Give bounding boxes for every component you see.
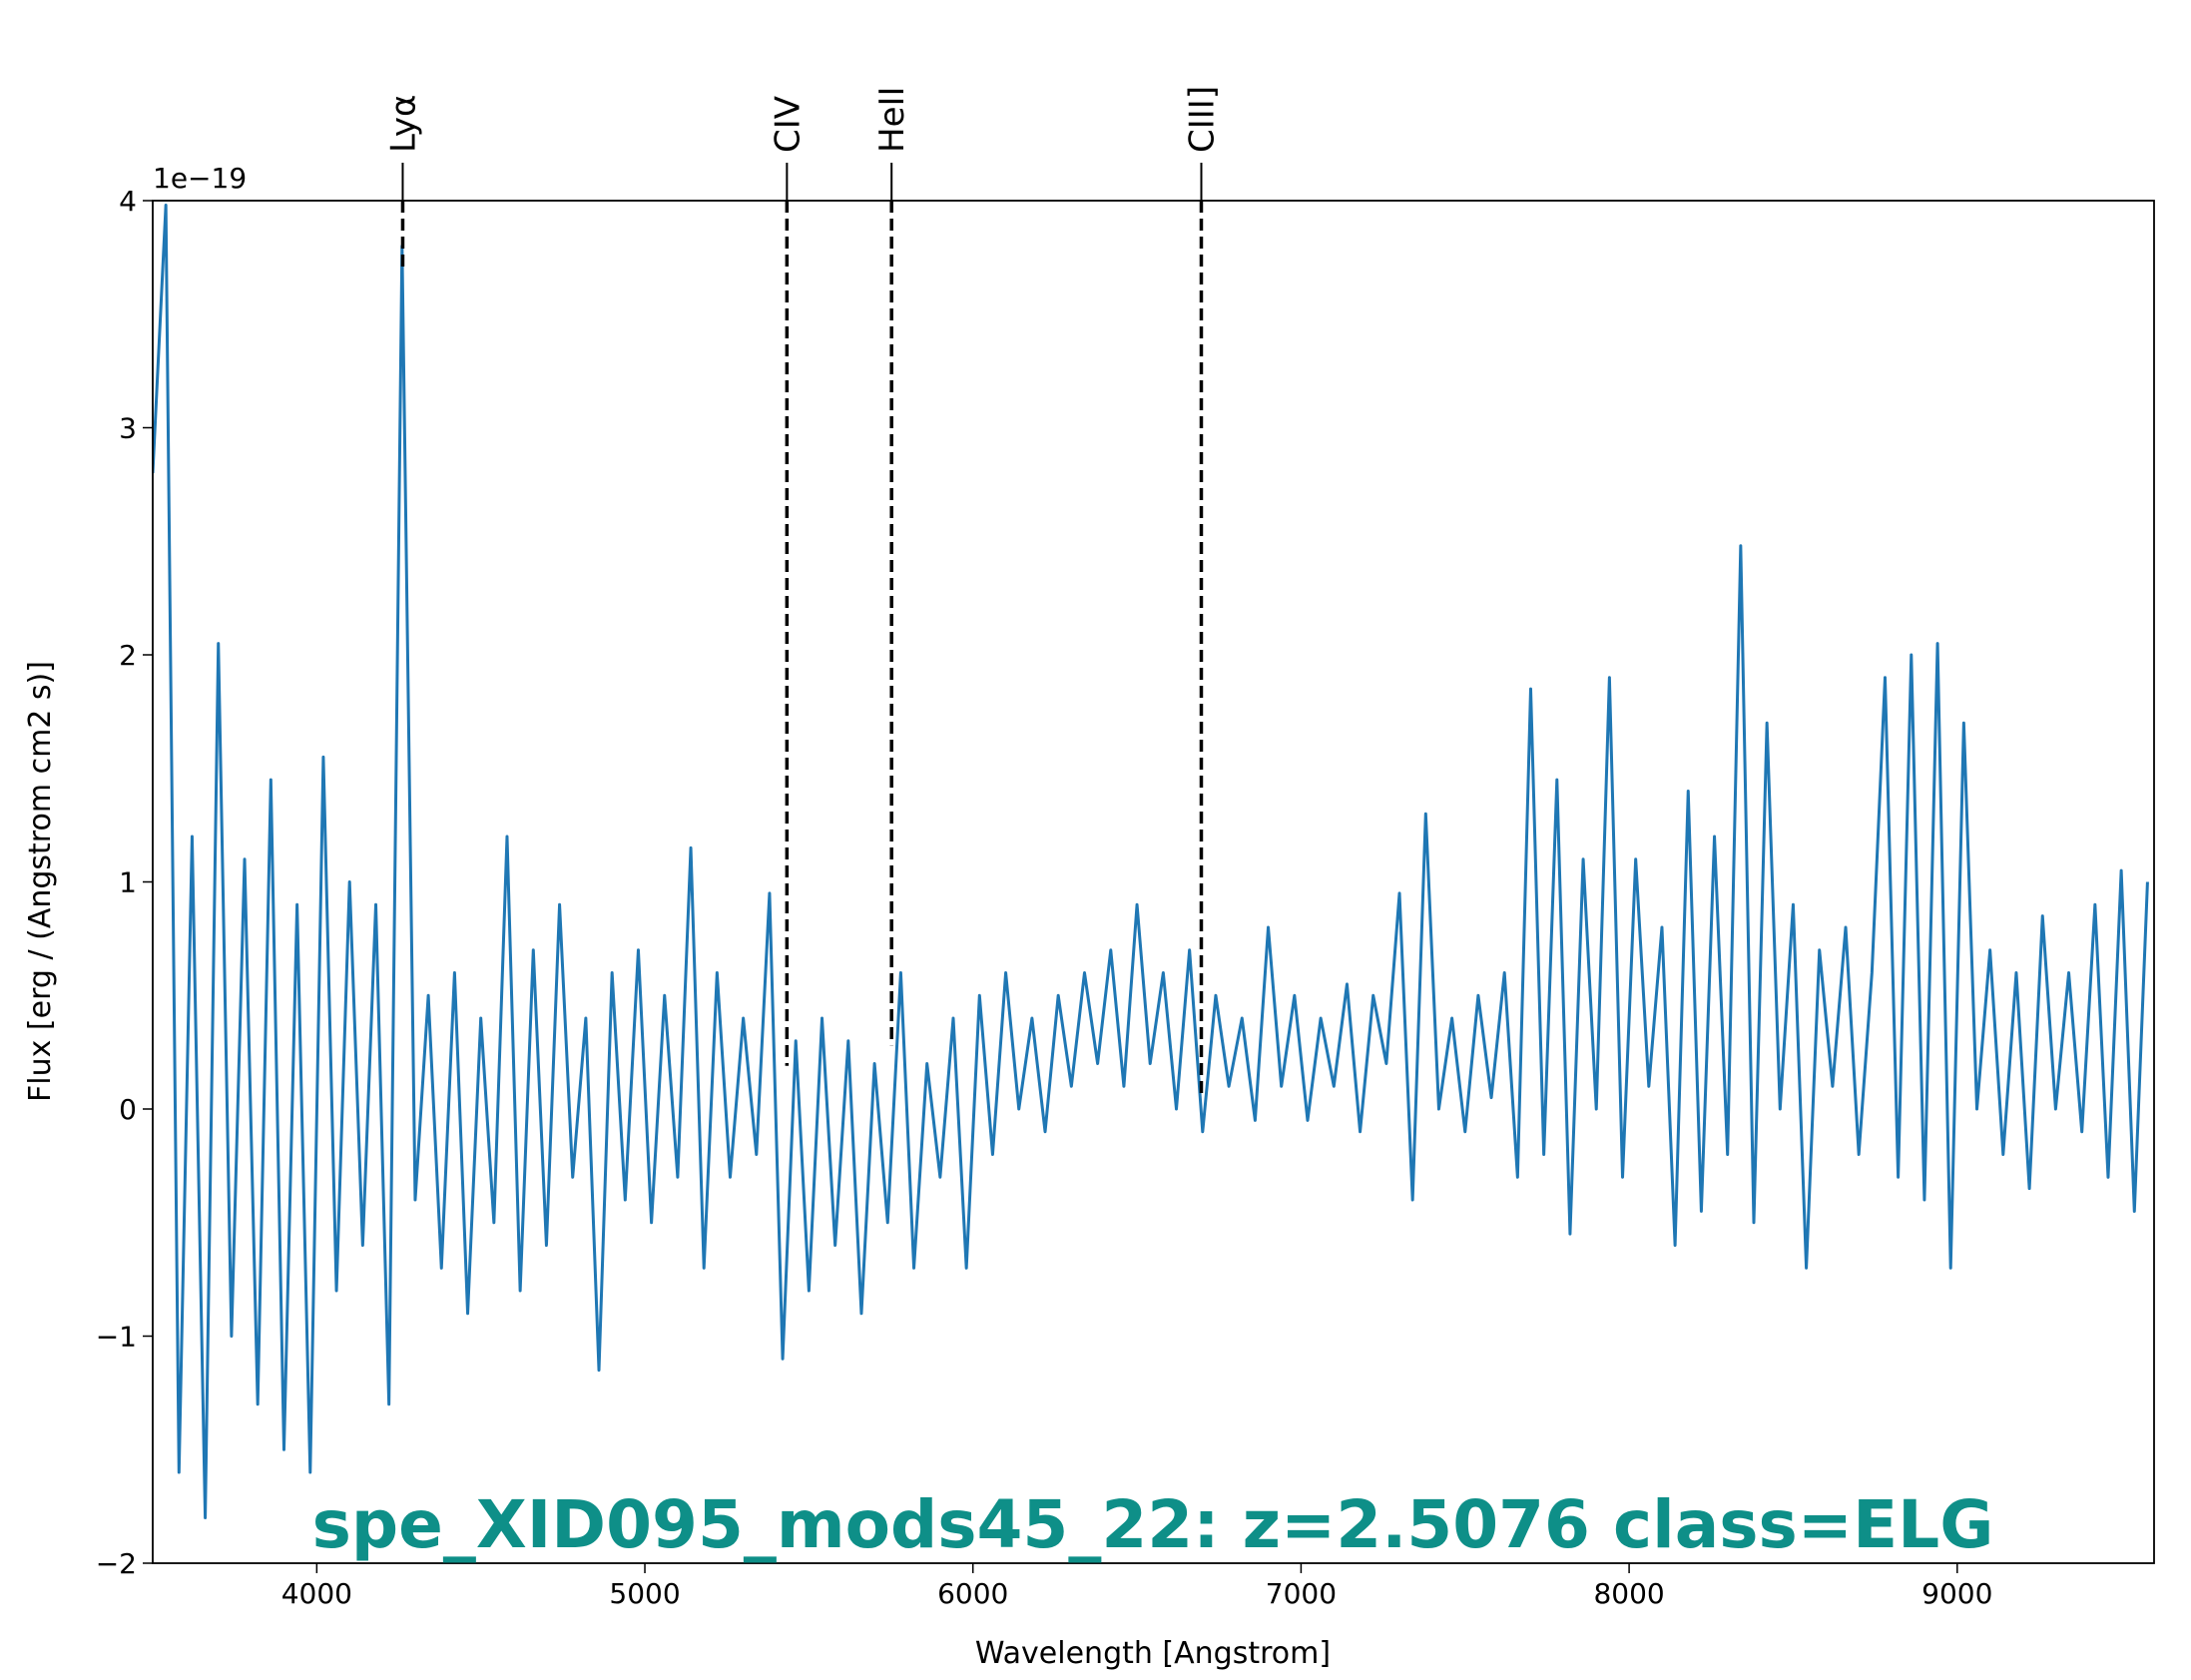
emission-line-label: CIV (768, 96, 808, 153)
x-tick-label: 8000 (1593, 1577, 1664, 1610)
y-tick-label: 1 (119, 866, 137, 899)
plot-frame (152, 200, 2155, 1564)
y-offset-label: 1e−19 (153, 162, 247, 195)
emission-line-label: Lyα (383, 95, 423, 153)
chart-title: spe_XID095_mods45_22: z=2.5076 class=ELG (312, 1486, 1994, 1563)
x-tick-label: 7000 (1266, 1577, 1337, 1610)
x-axis-label: Wavelength [Angstrom] (975, 1636, 1331, 1671)
y-axis-label: Flux [erg / (Angstrom cm2 s)] (23, 661, 58, 1102)
x-tick-label: 9000 (1921, 1577, 1992, 1610)
y-tick-label: 4 (119, 185, 137, 218)
emission-line-label: HeII (872, 86, 912, 153)
y-tick-label: 0 (119, 1093, 137, 1126)
y-tick-label: −2 (96, 1547, 137, 1580)
x-tick-label: 5000 (609, 1577, 680, 1610)
y-tick-label: 3 (119, 412, 137, 445)
y-tick-label: −1 (96, 1321, 137, 1354)
y-tick-label: 2 (119, 639, 137, 672)
emission-line-label: CIII] (1182, 86, 1222, 153)
spectrum-line (153, 204, 2149, 1519)
x-tick-label: 6000 (937, 1577, 1008, 1610)
x-tick-label: 4000 (281, 1577, 352, 1610)
